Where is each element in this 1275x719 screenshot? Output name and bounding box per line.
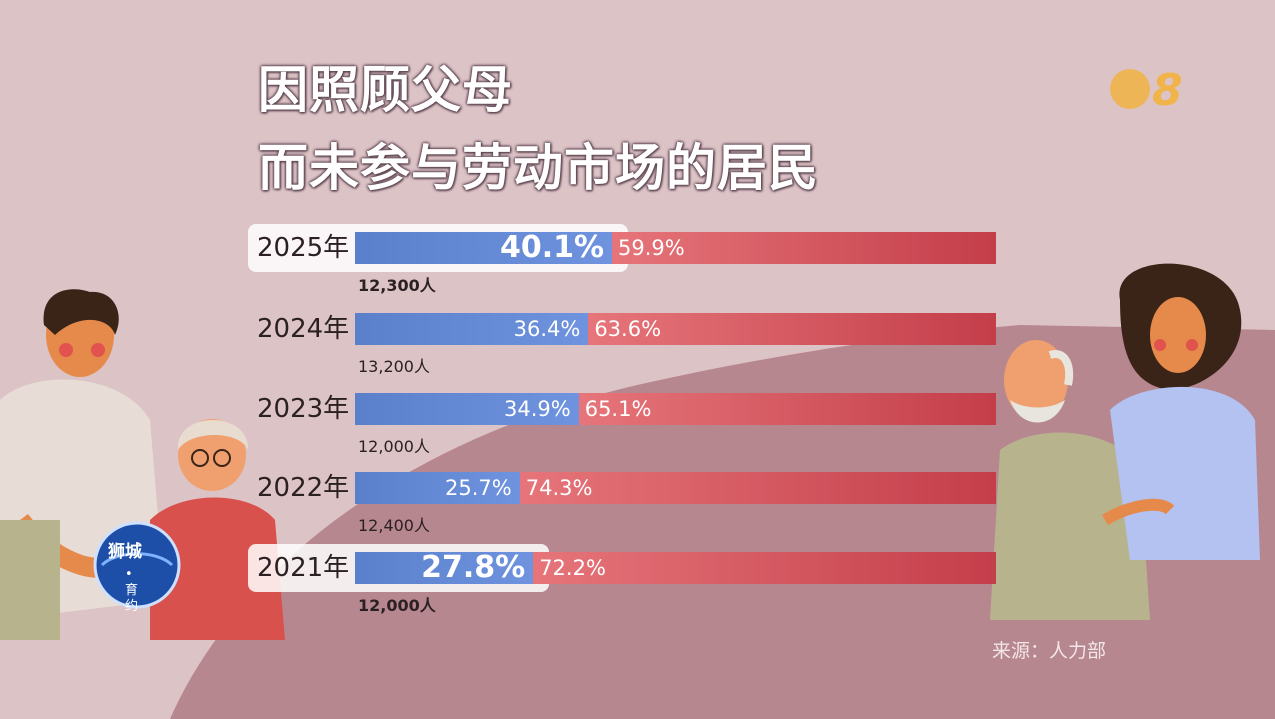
channel8-logo-text: 8: [1152, 65, 1183, 115]
value-label-right: 59.9%: [618, 236, 685, 260]
count-label: 12,000人: [358, 437, 430, 456]
bar-segment-left: [355, 313, 589, 345]
bar-segment-right: [612, 232, 996, 264]
value-label-left: 36.4%: [513, 317, 581, 341]
year-label: 2021年: [257, 553, 350, 583]
bar-segment-left: [355, 552, 534, 584]
grandmother-illustration: [150, 419, 285, 640]
bar-segment-left: [355, 393, 579, 425]
woman-illustration: [1101, 263, 1260, 560]
chart-title-line1: 因照顾父母: [258, 61, 513, 119]
count-label: 12,300人: [358, 276, 436, 295]
channel8-logo: 8: [1110, 65, 1183, 115]
bar-segment-left: [355, 472, 520, 504]
bar-segment-right: [578, 393, 996, 425]
badge-label-bottom: •育约: [125, 567, 139, 614]
value-label-left: 34.9%: [503, 397, 571, 421]
lion-city-badge-icon: [93, 521, 181, 609]
chart-title-line2: 而未参与劳动市场的居民: [258, 139, 819, 197]
bar-segment-left: [355, 232, 613, 264]
badge-label-top: 狮城: [108, 542, 142, 562]
year-label: 2024年: [257, 314, 350, 344]
bar-segment-right: [519, 472, 996, 504]
source-note: 来源：人力部: [992, 640, 1107, 662]
year-label: 2023年: [257, 394, 350, 424]
value-label-right: 65.1%: [584, 397, 652, 421]
value-label-right: 63.6%: [594, 317, 662, 341]
value-label-left: 40.1%: [499, 230, 605, 265]
bar-segment-right: [588, 313, 996, 345]
value-label-right: 72.2%: [539, 556, 606, 580]
value-label-right: 74.3%: [525, 476, 593, 500]
year-label: 2025年: [257, 233, 350, 263]
background-curve-shape: [170, 325, 1275, 719]
count-label: 12,000人: [358, 596, 436, 615]
year-label: 2022年: [257, 473, 350, 503]
count-label: 12,400人: [358, 516, 430, 535]
count-label: 13,200人: [358, 357, 430, 376]
grandfather-illustration: [990, 340, 1150, 620]
bar-segment-right: [533, 552, 996, 584]
value-label-left: 25.7%: [445, 476, 512, 500]
value-label-left: 27.8%: [421, 550, 526, 585]
